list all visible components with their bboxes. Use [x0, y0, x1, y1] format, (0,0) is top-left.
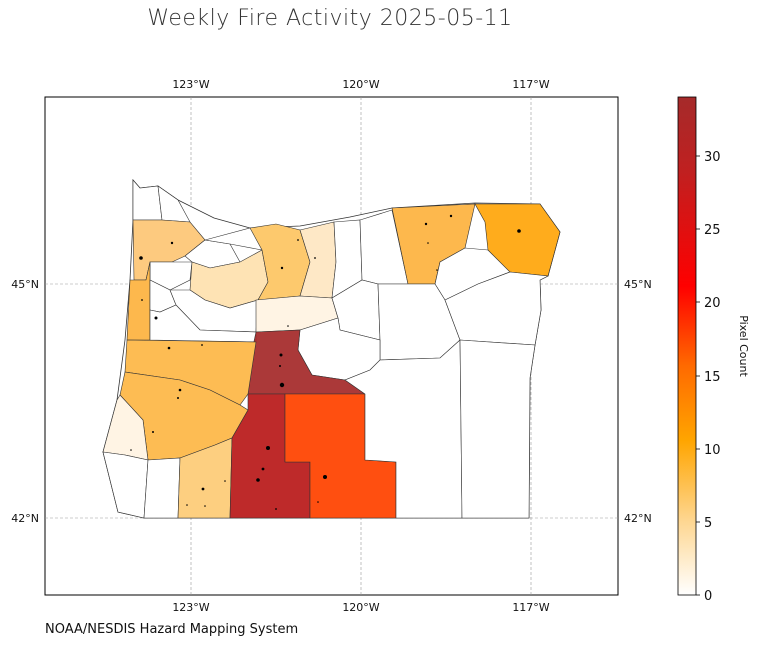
- colorbar-tick-label: 30: [704, 150, 721, 165]
- colorbar-ticks: [696, 155, 700, 596]
- lon-label-top-117w: 117°W: [512, 78, 549, 91]
- colorbar-tick-label: 0: [704, 589, 712, 604]
- lon-label-bottom-123w: 123°W: [172, 601, 209, 614]
- colorbar-tick-label: 20: [704, 296, 721, 311]
- colorbar: [677, 96, 697, 596]
- fire-point: [517, 229, 521, 233]
- lon-label-top-120w: 120°W: [342, 78, 379, 91]
- fire-point: [167, 346, 171, 350]
- fire-point: [449, 214, 453, 218]
- fire-point: [275, 508, 277, 510]
- county-malheur: [459, 339, 536, 519]
- lat-label-right-42n: 42°N: [624, 512, 652, 525]
- fire-point: [266, 446, 270, 450]
- fire-point: [314, 257, 316, 259]
- fire-point: [139, 256, 143, 260]
- map-title: Weekly Fire Activity 2025-05-11: [147, 6, 513, 31]
- fire-point: [170, 241, 174, 245]
- fire-point: [256, 478, 260, 482]
- fire-point: [201, 487, 205, 491]
- county-josephine: [143, 457, 181, 519]
- fire-point: [261, 467, 265, 471]
- lat-label-right-45n: 45°N: [624, 278, 652, 291]
- fire-detections: [130, 214, 521, 510]
- fire-point: [280, 266, 284, 270]
- colorbar-tick-label: 25: [704, 223, 721, 238]
- lon-label-top-123w: 123°W: [172, 78, 209, 91]
- fire-point: [177, 397, 179, 399]
- lon-label-bottom-120w: 120°W: [342, 601, 379, 614]
- fire-point: [424, 222, 428, 226]
- fire-point: [152, 431, 154, 433]
- colorbar-tick-label: 10: [704, 443, 721, 458]
- fire-point: [323, 475, 327, 479]
- fire-point: [279, 382, 285, 388]
- colorbar-tick-label: 5: [704, 516, 712, 531]
- fire-point: [186, 504, 188, 506]
- fire-point: [279, 365, 281, 367]
- county-harney: [344, 339, 463, 519]
- fire-point: [224, 480, 226, 482]
- fire-point: [436, 269, 438, 271]
- counties: [102, 179, 561, 519]
- fire-point: [154, 316, 158, 320]
- fire-point: [297, 239, 299, 241]
- fire-point: [201, 344, 203, 346]
- colorbar-tick-label: 15: [704, 370, 721, 385]
- lat-label-left-42n: 42°N: [11, 512, 39, 525]
- fire-point: [130, 449, 132, 451]
- fire-point: [279, 353, 283, 357]
- lon-label-bottom-117w: 117°W: [512, 601, 549, 614]
- fire-point: [204, 505, 206, 507]
- fire-point: [427, 242, 429, 244]
- fire-point: [178, 388, 182, 392]
- fire-point: [287, 325, 289, 327]
- lat-label-left-45n: 45°N: [11, 278, 39, 291]
- source-credit: NOAA/NESDIS Hazard Mapping System: [45, 622, 299, 637]
- fire-point: [141, 299, 143, 301]
- colorbar-title: Pixel Count: [737, 315, 750, 377]
- fire-point: [317, 501, 319, 503]
